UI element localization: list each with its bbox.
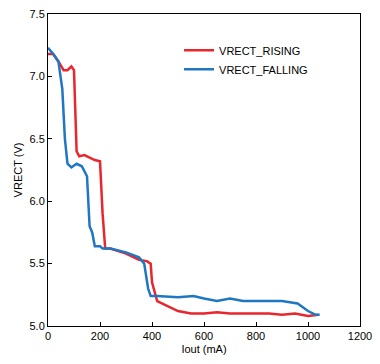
svg-text:200: 200 bbox=[91, 330, 109, 342]
svg-text:600: 600 bbox=[195, 330, 213, 342]
svg-text:1000: 1000 bbox=[296, 330, 320, 342]
svg-text:800: 800 bbox=[247, 330, 265, 342]
svg-text:VRECT_FALLING: VRECT_FALLING bbox=[219, 64, 308, 76]
svg-text:VRECT_RISING: VRECT_RISING bbox=[219, 45, 300, 57]
svg-text:7.5: 7.5 bbox=[30, 8, 45, 20]
svg-text:7.0: 7.0 bbox=[30, 70, 45, 82]
svg-text:6.5: 6.5 bbox=[30, 133, 45, 145]
svg-text:400: 400 bbox=[143, 330, 161, 342]
svg-text:5.5: 5.5 bbox=[30, 257, 45, 269]
svg-text:5.0: 5.0 bbox=[30, 320, 45, 332]
svg-text:Iout (mA): Iout (mA) bbox=[181, 343, 226, 355]
svg-text:6.0: 6.0 bbox=[30, 195, 45, 207]
svg-text:0: 0 bbox=[45, 330, 51, 342]
svg-text:1200: 1200 bbox=[348, 330, 372, 342]
svg-text:VRECT (V): VRECT (V) bbox=[12, 143, 24, 198]
